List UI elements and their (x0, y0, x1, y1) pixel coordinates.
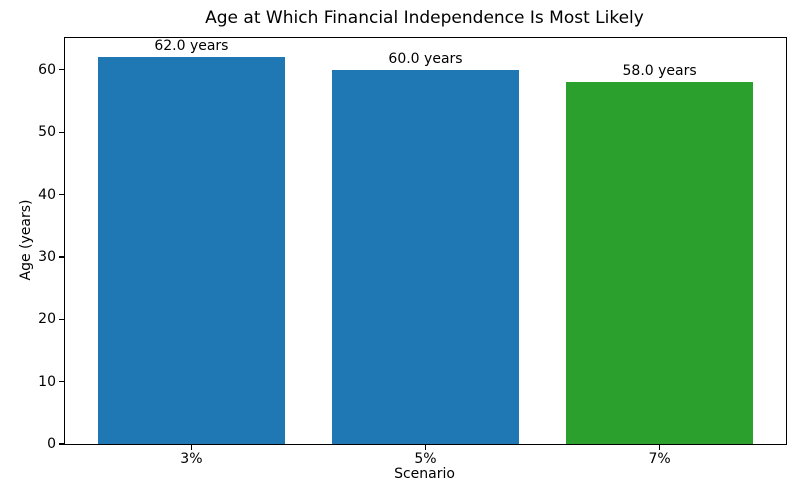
x-tick-mark (658, 445, 661, 450)
bar-value-label: 60.0 years (388, 50, 463, 67)
y-tick-label: 20 (38, 311, 56, 328)
bar (97, 57, 286, 444)
y-tick-mark (59, 443, 64, 445)
y-tick-mark (59, 256, 64, 258)
x-tick-label: 5% (414, 451, 437, 467)
x-tick-mark (424, 445, 427, 450)
y-tick-mark (59, 69, 64, 71)
y-tick-label: 50 (38, 124, 56, 141)
y-tick-label: 0 (47, 436, 56, 452)
y-tick-mark (59, 193, 64, 196)
x-tick-label: 7% (648, 451, 671, 467)
y-tick-label: 40 (38, 186, 56, 203)
y-tick-label: 10 (38, 373, 56, 390)
y-tick-label: 30 (38, 248, 56, 265)
bar-value-label: 58.0 years (622, 63, 697, 80)
x-tick-label: 3% (180, 451, 203, 467)
chart-title: Age at Which Financial Independence Is M… (205, 8, 644, 28)
y-axis-label: Age (years) (18, 199, 34, 281)
y-tick-mark (59, 318, 64, 320)
plot-area: 0 10 20 30 40 50 60 62.0 years 3% 60.0 years 5% 58.… (38, 37, 787, 466)
bar-value-label: 62.0 years (154, 38, 229, 55)
x-axis-label: Scenario (394, 466, 455, 482)
y-tick-mark (59, 131, 64, 133)
y-tick-label: 60 (38, 61, 56, 78)
x-tick-mark (190, 445, 193, 450)
bar (331, 69, 520, 444)
bar (565, 82, 754, 444)
y-tick-mark (59, 381, 64, 383)
